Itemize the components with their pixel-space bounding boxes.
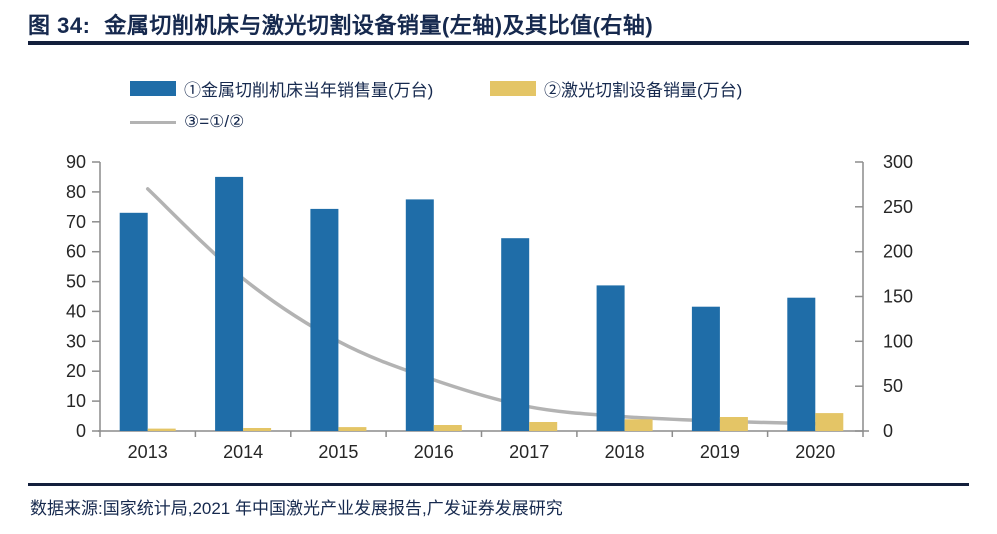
- left-tick-label: 30: [66, 331, 86, 351]
- bar-machine-tools-2018: [596, 285, 625, 431]
- source-note: 数据来源:国家统计局,2021 年中国激光产业发展报告,广发证券发展研究: [30, 499, 563, 518]
- figure-label: 图 34:: [28, 13, 91, 38]
- bar-machine-tools-2014: [215, 176, 244, 431]
- figure-title: 金属切削机床与激光切割设备销量(左轴)及其比值(右轴): [104, 13, 654, 38]
- bar-laser-2014: [243, 428, 272, 431]
- bar-laser-2013: [147, 428, 176, 431]
- bar-laser-2015: [338, 427, 367, 431]
- bars-laser: [147, 413, 844, 431]
- figure-title-row: 图 34: 金属切削机床与激光切割设备销量(左轴)及其比值(右轴): [28, 8, 978, 40]
- right-tick-label: 100: [883, 331, 913, 351]
- right-tick-label: 200: [883, 242, 913, 262]
- legend-item-laser: ②激光切割设备销量(万台): [490, 79, 742, 100]
- bar-machine-tools-2015: [310, 208, 339, 431]
- bars-machine-tools: [119, 176, 816, 431]
- right-tick-label: 50: [883, 376, 903, 396]
- left-axis-ticks: 0 10 20 30 40 50 60 70 80 90: [66, 152, 100, 441]
- bar-machine-tools-2017: [501, 238, 530, 431]
- legend-label-laser: ②激光切割设备销量(万台): [544, 80, 743, 100]
- left-tick-label: 60: [66, 242, 86, 262]
- x-label-2013: 2013: [128, 442, 168, 462]
- right-tick-label: 250: [883, 197, 913, 217]
- legend-label-machine-tools: ①金属切削机床当年销售量(万台): [184, 80, 434, 100]
- legend-label-ratio: ③=①/②: [184, 112, 245, 131]
- left-tick-label: 90: [66, 152, 86, 172]
- combo-chart-svg: 0 10 20 30 40 50 60 70 80 90 0 50 100 150 200 250 300 201…: [66, 152, 913, 462]
- x-axis-labels: 2013 2014 2015 2016 2017 2018 2019 2020: [128, 442, 836, 462]
- left-tick-label: 80: [66, 182, 86, 202]
- bar-laser-2017: [529, 422, 558, 431]
- right-tick-label: 150: [883, 287, 913, 307]
- bar-machine-tools-2019: [691, 306, 720, 431]
- laser-swatch: [490, 80, 536, 96]
- bar-laser-2018: [624, 419, 653, 431]
- right-tick-label: 300: [883, 152, 913, 172]
- bar-machine-tools-2020: [787, 297, 816, 431]
- x-label-2014: 2014: [223, 442, 263, 462]
- left-tick-label: 10: [66, 391, 86, 411]
- x-label-2020: 2020: [795, 442, 835, 462]
- bar-machine-tools-2013: [119, 212, 148, 431]
- source-divider: [28, 483, 969, 486]
- bar-machine-tools-2016: [405, 199, 434, 431]
- x-label-2019: 2019: [700, 442, 740, 462]
- title-underline: [28, 41, 969, 45]
- x-axis-ticks: [99, 431, 864, 437]
- bar-laser-2016: [433, 425, 462, 431]
- bar-laser-2020: [815, 413, 844, 431]
- right-axis-ticks: 0 50 100 150 200 250 300: [855, 152, 913, 441]
- x-label-2016: 2016: [414, 442, 454, 462]
- left-tick-label: 0: [76, 421, 86, 441]
- ratio-line-swatch: [130, 120, 176, 124]
- x-label-2018: 2018: [605, 442, 645, 462]
- bar-laser-2019: [719, 417, 748, 431]
- left-tick-label: 70: [66, 212, 86, 232]
- x-label-2015: 2015: [318, 442, 358, 462]
- left-tick-label: 50: [66, 272, 86, 292]
- legend-item-ratio: ③=①/②: [130, 112, 245, 131]
- legend-item-machine-tools: ①金属切削机床当年销售量(万台): [130, 79, 433, 100]
- left-tick-label: 20: [66, 361, 86, 381]
- left-tick-label: 40: [66, 301, 86, 321]
- right-tick-label: 0: [883, 421, 893, 441]
- x-label-2017: 2017: [509, 442, 549, 462]
- machine-tools-swatch: [130, 80, 176, 96]
